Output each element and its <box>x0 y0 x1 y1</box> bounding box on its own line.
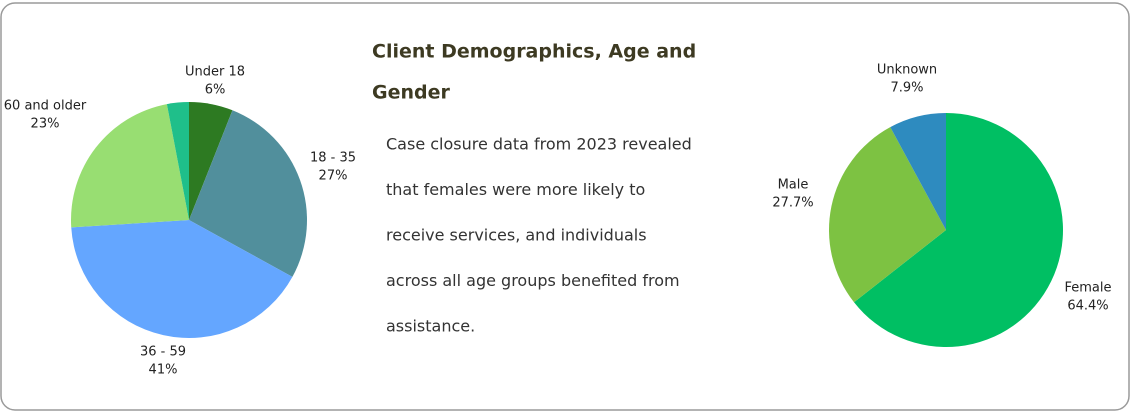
slice-value-label: 27.7% <box>772 196 813 211</box>
pie-slice <box>189 110 307 277</box>
slice-value-label: 7.9% <box>890 81 923 96</box>
body-text: that females were more likely to <box>386 180 645 199</box>
title: Gender <box>372 82 450 104</box>
slice-label: 36 - 59 <box>140 345 186 360</box>
pie-slice <box>189 102 233 220</box>
slice-label: 60 and older <box>4 99 87 114</box>
slice-label: Male <box>778 178 809 193</box>
slice-label: 18 - 35 <box>310 151 356 166</box>
title: Client Demographics, Age and <box>372 41 696 63</box>
slice-value-label: 27% <box>319 169 348 184</box>
body-text: assistance. <box>386 317 475 336</box>
pie-slice <box>829 127 946 303</box>
slice-value-label: 6% <box>205 83 226 98</box>
body-text: Case closure data from 2023 revealed <box>386 135 692 154</box>
slice-label: Under 18 <box>185 65 245 80</box>
pie-slice <box>71 220 293 338</box>
pie-slice <box>166 102 189 220</box>
body-text: receive services, and individuals <box>386 226 647 245</box>
slice-value-label: 41% <box>149 363 178 378</box>
body-text: across all age groups benefited from <box>386 271 680 290</box>
slice-label: Unknown <box>877 63 937 78</box>
pie-slice <box>890 113 946 230</box>
slice-label: Female <box>1064 281 1111 296</box>
slice-value-label: 23% <box>31 117 60 132</box>
pie-slice <box>854 113 1063 347</box>
pie-slice <box>71 104 189 228</box>
slice-value-label: 64.4% <box>1067 299 1108 314</box>
